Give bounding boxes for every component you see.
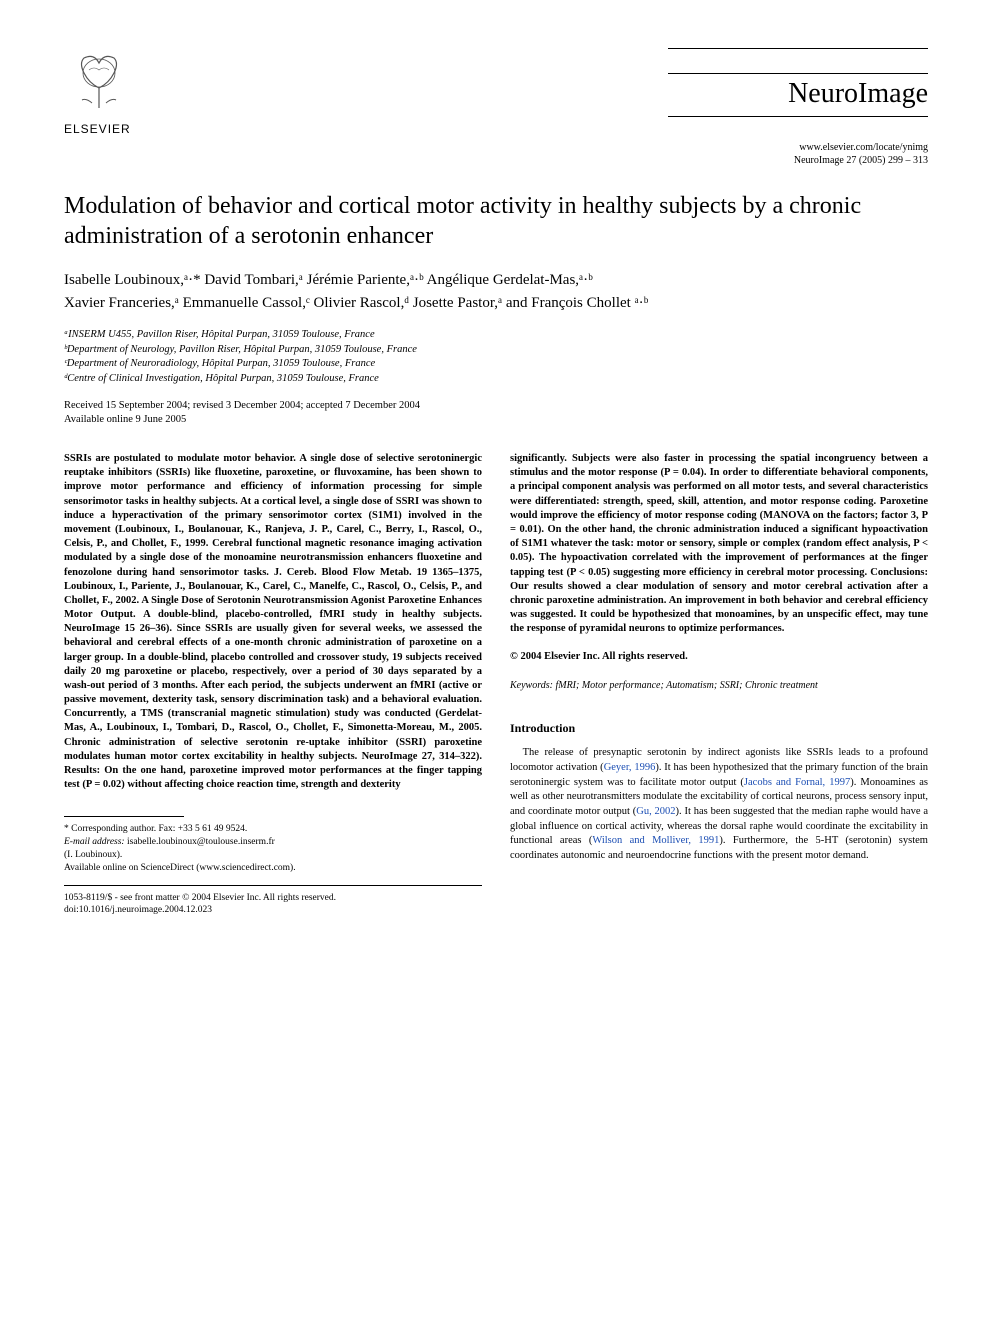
keywords-label: Keywords: xyxy=(510,680,553,691)
intro-p1: The release of presynaptic serotonin by … xyxy=(510,746,928,864)
affiliations: ᵃINSERM U455, Pavillon Riser, Hôpital Pu… xyxy=(64,328,928,387)
email-address: isabelle.loubinoux@toulouse.inserm.fr xyxy=(125,837,275,847)
citation-wilson[interactable]: Wilson and Molliver, 1991 xyxy=(592,835,719,846)
affiliation-c: ᶜDepartment of Neuroradiology, Hôpital P… xyxy=(64,357,928,372)
received-date: Received 15 September 2004; revised 3 De… xyxy=(64,399,928,414)
publisher-label: ELSEVIER xyxy=(64,122,131,136)
sciencedirect-note: Available online on ScienceDirect (www.s… xyxy=(64,862,482,875)
citation-geyer[interactable]: Geyer, 1996 xyxy=(604,762,656,773)
affiliation-d: ᵈCentre of Clinical Investigation, Hôpit… xyxy=(64,372,928,387)
email-label: E-mail address: xyxy=(64,837,125,847)
affiliation-b: ᵇDepartment of Neurology, Pavillon Riser… xyxy=(64,343,928,358)
authors-line-2: Xavier Franceries,ᵃ Emmanuelle Cassol,ᶜ … xyxy=(64,292,928,315)
authors: Isabelle Loubinoux,ᵃ·* David Tombari,ᵃ J… xyxy=(64,269,928,314)
elsevier-tree-icon xyxy=(64,48,134,118)
publisher-logo-block: ELSEVIER xyxy=(64,48,134,136)
abstract-part2: significantly. Subjects were also faster… xyxy=(510,452,928,636)
journal-citation: NeuroImage 27 (2005) 299 – 313 xyxy=(668,154,928,167)
copyright: © 2004 Elsevier Inc. All rights reserved… xyxy=(510,650,928,664)
footer-line-2: doi:10.1016/j.neuroimage.2004.12.023 xyxy=(64,904,482,917)
article-dates: Received 15 September 2004; revised 3 De… xyxy=(64,399,928,428)
authors-line-1: Isabelle Loubinoux,ᵃ·* David Tombari,ᵃ J… xyxy=(64,269,928,292)
citation-jacobs[interactable]: Jacobs and Fornal, 1997 xyxy=(744,777,850,788)
article-title: Modulation of behavior and cortical moto… xyxy=(64,191,928,251)
keywords: Keywords: fMRI; Motor performance; Autom… xyxy=(510,679,928,693)
footnotes: * Corresponding author. Fax: +33 5 61 49… xyxy=(64,823,482,874)
footnote-rule xyxy=(64,816,184,817)
citation-gu[interactable]: Gu, 2002 xyxy=(636,806,675,817)
left-column: SSRIs are postulated to modulate motor b… xyxy=(64,452,482,917)
corresponding-author: * Corresponding author. Fax: +33 5 61 49… xyxy=(64,823,482,836)
header-row: ELSEVIER NeuroImage www.elsevier.com/loc… xyxy=(64,48,928,167)
introduction-heading: Introduction xyxy=(510,720,928,736)
two-column-content: SSRIs are postulated to modulate motor b… xyxy=(64,452,928,917)
online-date: Available online 9 June 2005 xyxy=(64,413,928,428)
abstract-part1: SSRIs are postulated to modulate motor b… xyxy=(64,452,482,792)
right-column: significantly. Subjects were also faster… xyxy=(510,452,928,917)
footer: 1053-8119/$ - see front matter © 2004 El… xyxy=(64,885,482,918)
journal-top-rule xyxy=(668,48,928,49)
journal-bottom-rule xyxy=(668,116,928,117)
author-short: (I. Loubinoux). xyxy=(64,849,482,862)
affiliation-a: ᵃINSERM U455, Pavillon Riser, Hôpital Pu… xyxy=(64,328,928,343)
journal-name: NeuroImage xyxy=(668,73,928,110)
keywords-text: fMRI; Motor performance; Automatism; SSR… xyxy=(553,680,818,691)
footer-line-1: 1053-8119/$ - see front matter © 2004 El… xyxy=(64,892,482,905)
email-line: E-mail address: isabelle.loubinoux@toulo… xyxy=(64,836,482,849)
introduction-paragraph: The release of presynaptic serotonin by … xyxy=(510,746,928,864)
journal-url: www.elsevier.com/locate/ynimg xyxy=(668,141,928,154)
journal-block: NeuroImage www.elsevier.com/locate/ynimg… xyxy=(668,48,928,167)
